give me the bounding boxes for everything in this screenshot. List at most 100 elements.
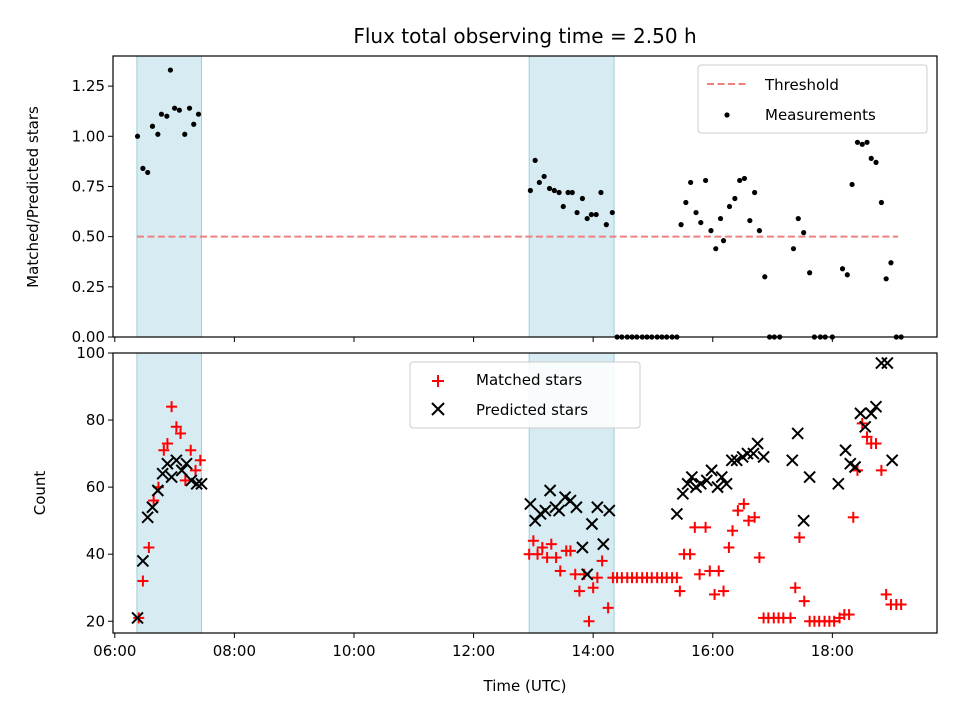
bottom-legend: Matched stars Predicted stars — [409, 361, 641, 429]
predicted-star-point — [570, 501, 583, 514]
measurement-point — [732, 195, 738, 202]
observing-window — [528, 55, 615, 338]
predicted-star-point — [869, 400, 883, 413]
measurement-point — [713, 246, 719, 252]
matched-star-point — [545, 538, 557, 550]
measurement-point — [683, 199, 689, 206]
legend-predicted-swatch — [431, 402, 445, 416]
measurement-point — [195, 111, 202, 117]
matched-star-point — [700, 521, 712, 533]
matched-star-point — [179, 474, 191, 486]
matched-star-point — [564, 545, 576, 557]
measurement-point — [737, 177, 743, 184]
measurement-point — [873, 159, 879, 165]
x-tick-label: 06:00 — [93, 642, 136, 660]
measurement-point — [864, 139, 870, 145]
matched-star-point — [674, 585, 686, 597]
measurement-point — [527, 187, 533, 194]
predicted-star-point — [685, 470, 699, 484]
matched-star-point — [532, 548, 544, 560]
matched-star-point — [587, 582, 599, 594]
measurement-point — [807, 270, 813, 276]
bottom-legend-frame — [409, 361, 641, 429]
observing-window — [136, 55, 202, 338]
x-tick-label: 18:00 — [811, 642, 854, 660]
x-tick-label: 12:00 — [452, 642, 495, 660]
y-tick-label: 0.25 — [72, 278, 105, 296]
matched-star-point — [166, 401, 178, 413]
measurement-point — [883, 276, 889, 282]
predicted-star-point — [131, 611, 144, 625]
measurement-point — [186, 105, 193, 111]
predicted-star-point — [832, 477, 845, 490]
predicted-star-point — [751, 437, 764, 450]
predicted-star-point — [681, 477, 694, 490]
y-tick-label: 20 — [86, 612, 105, 630]
matched-star-point — [798, 595, 810, 607]
x-tick-label: 08:00 — [213, 642, 256, 660]
predicted-star-point — [848, 460, 862, 474]
predicted-star-point — [165, 470, 178, 484]
measurement-point — [844, 272, 850, 278]
measurement-point — [167, 67, 174, 73]
predicted-star-point — [151, 484, 165, 497]
measurement-point — [191, 121, 197, 127]
y-tick-label: 80 — [86, 411, 105, 429]
predicted-star-point — [552, 504, 566, 517]
matched-star-point — [870, 438, 882, 450]
matched-star-point — [843, 609, 855, 621]
matched-star-point — [713, 565, 725, 577]
bottom-y-axis-label: Count — [31, 471, 49, 516]
matched-star-point — [875, 464, 887, 476]
predicted-star-point — [543, 484, 557, 497]
top-observing-windows — [136, 55, 615, 338]
matched-star-point — [175, 427, 187, 439]
predicted-star-point — [711, 480, 724, 494]
matched-star-point — [718, 585, 730, 597]
matched-stars-points — [133, 401, 907, 627]
measurement-point — [546, 185, 553, 192]
measurement-point — [868, 155, 874, 161]
matched-star-point — [573, 585, 585, 597]
measurement-point — [176, 107, 182, 113]
matched-star-point — [709, 588, 721, 600]
y-tick-label: 40 — [86, 545, 105, 563]
matched-star-point — [847, 511, 859, 523]
y-tick-label: 60 — [86, 478, 105, 496]
x-tick-label: 14:00 — [572, 642, 615, 660]
predicted-star-point — [694, 477, 708, 490]
matched-star-point — [895, 598, 907, 610]
predicted-star-point — [190, 477, 203, 490]
measurement-point — [579, 195, 586, 202]
y-tick-label: 1.25 — [72, 77, 105, 95]
measurement-point — [149, 123, 156, 129]
matched-star-point — [194, 454, 206, 466]
measurement-point — [717, 215, 724, 222]
matched-star-point — [527, 535, 539, 547]
measurement-point — [609, 209, 615, 216]
predicted-star-point — [803, 470, 816, 484]
measurement-point — [584, 215, 590, 222]
matched-star-point — [583, 615, 595, 627]
predicted-star-point — [865, 407, 878, 420]
predicted-star-point — [161, 457, 174, 470]
measurement-point — [849, 181, 855, 188]
measurement-point — [693, 209, 699, 216]
predicted-star-point — [576, 541, 589, 554]
predicted-star-point — [875, 356, 888, 370]
legend-matched-swatch — [432, 375, 444, 387]
measurement-point — [888, 260, 894, 266]
measurement-point — [859, 141, 865, 147]
predicted-star-point — [580, 568, 594, 581]
predicted-star-point — [885, 454, 899, 467]
predicted-star-point — [881, 356, 894, 370]
matched-star-point — [591, 572, 603, 584]
matched-star-point — [723, 541, 735, 553]
measurement-point — [720, 238, 727, 244]
measurement-point — [839, 266, 846, 272]
measurement-point — [171, 105, 178, 111]
top-axes: 0.00 0.25 0.50 0.75 1.00 1.25 Matched/Predict… — [24, 55, 938, 346]
predicted-star-point — [524, 497, 537, 511]
measurement-point — [551, 187, 557, 194]
predicted-star-point — [180, 457, 193, 470]
